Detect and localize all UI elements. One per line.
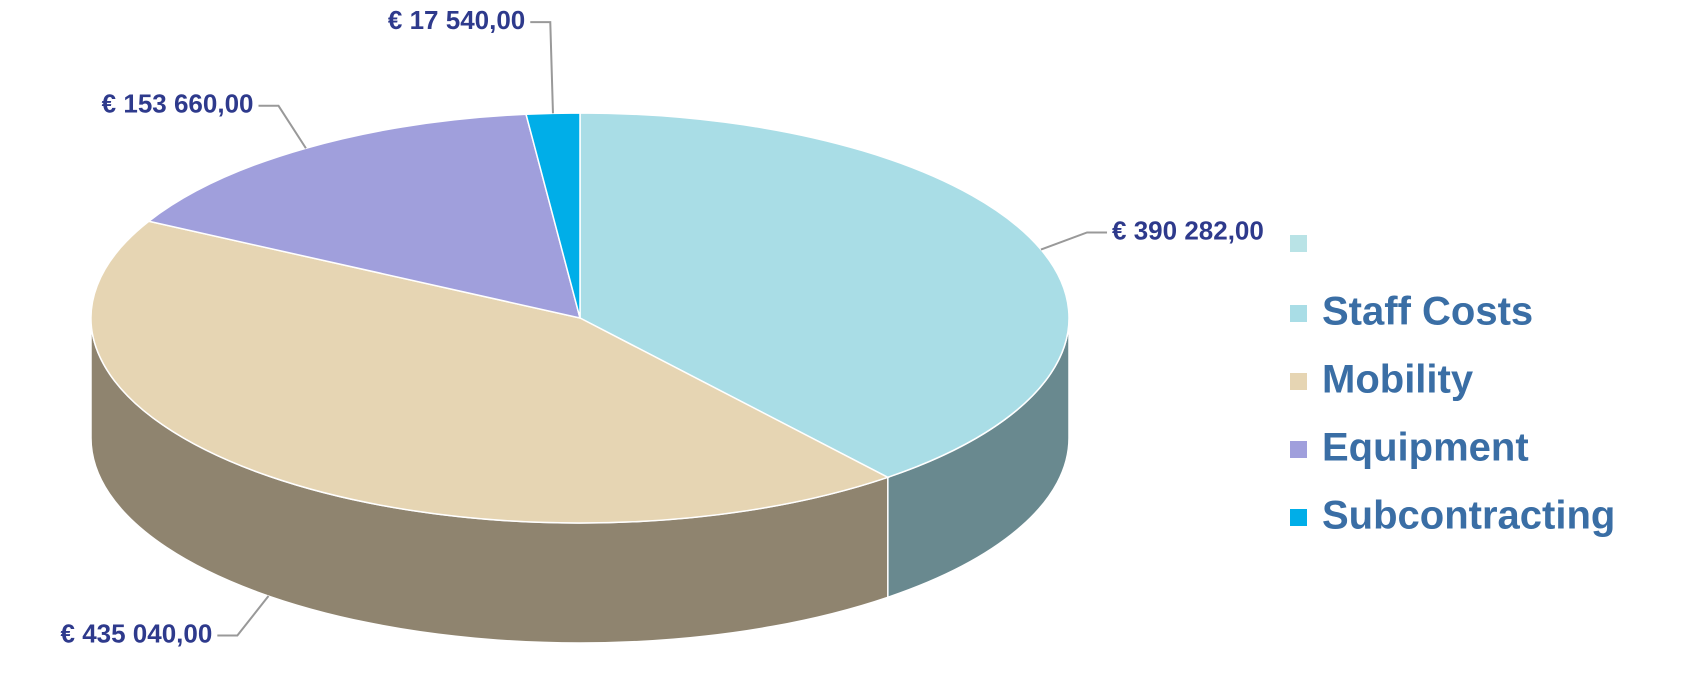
- slice: [90, 220, 890, 524]
- legend-label: Equipment: [1322, 426, 1529, 470]
- leader-line: [258, 104, 307, 149]
- legend-label: Staff Costs: [1322, 290, 1533, 334]
- legend-swatch: [1290, 305, 1307, 322]
- legend-swatch: [1290, 441, 1307, 458]
- legend-label: Subcontracting: [1322, 494, 1615, 538]
- leader-line: [1040, 231, 1108, 251]
- leader-line: [217, 595, 270, 637]
- leader-line: [530, 21, 554, 114]
- data-label: € 435 040,00: [61, 618, 213, 648]
- data-label: € 390 282,00: [1112, 215, 1264, 245]
- legend-swatch: [1290, 373, 1307, 390]
- data-label: € 153 660,00: [102, 89, 254, 119]
- data-label: € 17 540,00: [388, 5, 525, 35]
- legend-label: Mobility: [1322, 358, 1474, 402]
- legend-swatch: [1290, 509, 1307, 526]
- legend-swatch-blank: [1290, 235, 1307, 252]
